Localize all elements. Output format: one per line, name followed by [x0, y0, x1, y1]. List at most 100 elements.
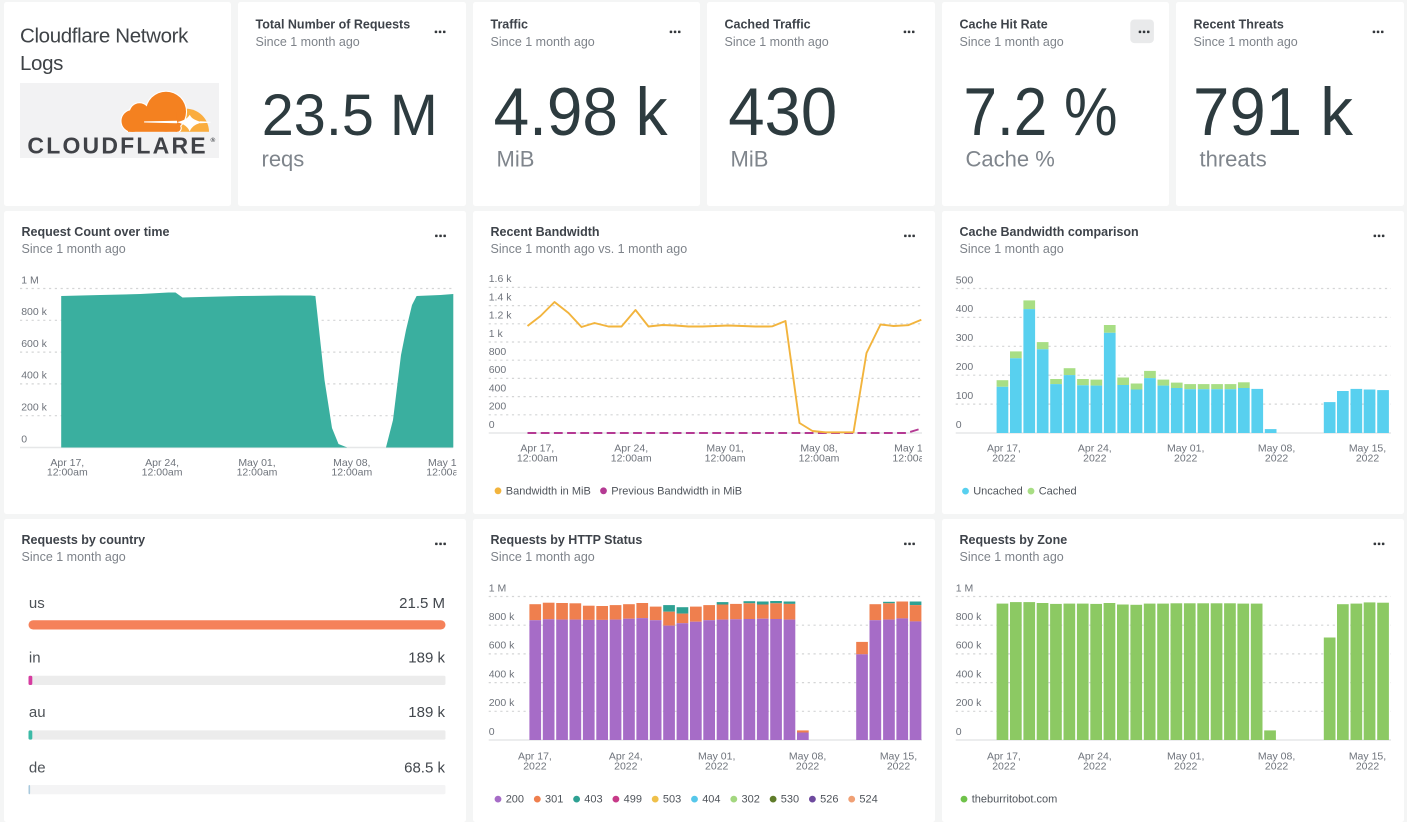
- svg-text:400 k: 400 k: [955, 668, 981, 680]
- svg-text:de: de: [28, 760, 45, 777]
- svg-text:Cached Traffic: Cached Traffic: [725, 18, 811, 32]
- svg-text:23.5 M: 23.5 M: [262, 83, 438, 148]
- svg-text:1.2 k: 1.2 k: [488, 310, 512, 322]
- svg-text:1 M: 1 M: [21, 274, 39, 286]
- svg-text:Recent Threats: Recent Threats: [1194, 18, 1284, 32]
- svg-text:499: 499: [623, 794, 641, 806]
- svg-text:May 08,: May 08,: [800, 442, 837, 454]
- svg-text:Cache Hit Rate: Cache Hit Rate: [959, 18, 1047, 32]
- svg-text:600: 600: [488, 364, 506, 376]
- svg-text:Recent Bandwidth: Recent Bandwidth: [490, 225, 599, 239]
- svg-text:2022: 2022: [614, 760, 638, 772]
- svg-text:800 k: 800 k: [21, 306, 47, 318]
- svg-text:200: 200: [505, 794, 523, 806]
- svg-text:2022: 2022: [992, 452, 1016, 464]
- svg-text:®: ®: [210, 136, 215, 144]
- svg-text:0: 0: [488, 726, 494, 738]
- svg-text:Since 1 month ago: Since 1 month ago: [21, 242, 125, 256]
- svg-text:12:00am: 12:00am: [46, 467, 87, 479]
- svg-text:189 k: 189 k: [408, 650, 445, 667]
- svg-text:Cache Bandwidth comparison: Cache Bandwidth comparison: [959, 225, 1138, 239]
- svg-text:2022: 2022: [1174, 760, 1198, 772]
- svg-text:800: 800: [488, 346, 506, 358]
- svg-text:Since 1 month ago: Since 1 month ago: [725, 35, 829, 49]
- svg-text:Since 1 month ago: Since 1 month ago: [490, 35, 594, 49]
- svg-text:400 k: 400 k: [21, 370, 47, 382]
- svg-text:400: 400: [488, 382, 506, 394]
- svg-text:in: in: [28, 650, 40, 667]
- svg-text:Since 1 month ago: Since 1 month ago: [1194, 35, 1298, 49]
- svg-text:May 08,: May 08,: [333, 457, 370, 469]
- svg-text:Since 1 month ago vs. 1 month: Since 1 month ago vs. 1 month ago: [490, 242, 687, 256]
- svg-text:2022: 2022: [1083, 452, 1107, 464]
- svg-text:301: 301: [545, 794, 563, 806]
- svg-text:Apr 24,: Apr 24,: [608, 750, 642, 762]
- svg-text:Apr 24,: Apr 24,: [145, 457, 179, 469]
- svg-text:Bandwidth in MiB: Bandwidth in MiB: [505, 485, 590, 497]
- svg-text:400: 400: [955, 303, 973, 315]
- svg-text:Since 1 month ago: Since 1 month ago: [959, 35, 1063, 49]
- svg-text:May 01,: May 01,: [698, 750, 735, 762]
- svg-text:0: 0: [955, 419, 961, 431]
- svg-text:Apr 17,: Apr 17,: [986, 442, 1020, 454]
- svg-text:12:00am: 12:00am: [141, 467, 182, 479]
- svg-text:Cached: Cached: [1038, 486, 1076, 498]
- svg-text:12:00am: 12:00am: [704, 452, 745, 464]
- svg-text:1.4 k: 1.4 k: [488, 291, 512, 303]
- svg-text:21.5 M: 21.5 M: [399, 595, 445, 612]
- svg-text:2022: 2022: [992, 760, 1016, 772]
- svg-text:Since 1 month ago: Since 1 month ago: [21, 550, 125, 564]
- svg-text:600 k: 600 k: [955, 640, 981, 652]
- svg-text:May 15,: May 15,: [879, 750, 916, 762]
- svg-text:200 k: 200 k: [488, 697, 514, 709]
- svg-text:500: 500: [955, 274, 973, 286]
- svg-text:0: 0: [21, 433, 27, 445]
- svg-text:Apr 24,: Apr 24,: [614, 442, 648, 454]
- svg-text:430: 430: [728, 74, 837, 150]
- svg-text:CLOUDFLARE: CLOUDFLARE: [27, 133, 207, 159]
- svg-text:2022: 2022: [705, 760, 729, 772]
- svg-text:May 01,: May 01,: [1167, 750, 1204, 762]
- svg-text:2022: 2022: [886, 760, 910, 772]
- svg-text:2022: 2022: [1264, 760, 1288, 772]
- svg-text:400 k: 400 k: [488, 668, 514, 680]
- svg-text:Apr 17,: Apr 17,: [986, 750, 1020, 762]
- svg-text:1 M: 1 M: [955, 582, 973, 594]
- svg-text:800 k: 800 k: [955, 611, 981, 623]
- svg-text:302: 302: [741, 794, 759, 806]
- svg-text:Since 1 month ago: Since 1 month ago: [959, 242, 1063, 256]
- svg-text:2022: 2022: [523, 760, 547, 772]
- svg-text:Traffic: Traffic: [490, 18, 528, 32]
- svg-text:7.2 %: 7.2 %: [963, 74, 1117, 150]
- svg-text:526: 526: [820, 794, 838, 806]
- svg-text:Previous Bandwidth in MiB: Previous Bandwidth in MiB: [611, 485, 742, 497]
- svg-text:Apr 17,: Apr 17,: [50, 457, 84, 469]
- svg-text:May 08,: May 08,: [1257, 442, 1294, 454]
- svg-text:12:00am: 12:00am: [331, 467, 372, 479]
- svg-text:1 M: 1 M: [488, 582, 506, 594]
- svg-text:600 k: 600 k: [21, 338, 47, 350]
- svg-text:12:00am: 12:00am: [610, 452, 651, 464]
- svg-text:1 k: 1 k: [488, 328, 503, 340]
- svg-text:Apr 24,: Apr 24,: [1077, 750, 1111, 762]
- svg-text:May 01,: May 01,: [1167, 442, 1204, 454]
- svg-text:12:00am: 12:00am: [426, 467, 466, 479]
- svg-text:Request Count over time: Request Count over time: [21, 225, 169, 239]
- svg-text:300: 300: [955, 332, 973, 344]
- svg-text:524: 524: [859, 794, 877, 806]
- svg-text:189 k: 189 k: [408, 704, 445, 721]
- svg-text:May 01,: May 01,: [706, 442, 743, 454]
- svg-text:503: 503: [662, 794, 680, 806]
- svg-text:us: us: [28, 595, 44, 612]
- svg-text:791 k: 791 k: [1193, 74, 1354, 150]
- svg-text:600 k: 600 k: [488, 640, 514, 652]
- svg-text:200 k: 200 k: [21, 402, 47, 414]
- svg-text:Requests by country: Requests by country: [21, 533, 145, 547]
- svg-text:threats: threats: [1200, 147, 1267, 172]
- svg-text:Cache %: Cache %: [965, 147, 1054, 172]
- svg-text:1.6 k: 1.6 k: [488, 273, 512, 285]
- svg-text:MiB: MiB: [496, 147, 534, 172]
- svg-text:2022: 2022: [795, 760, 819, 772]
- svg-text:200 k: 200 k: [955, 697, 981, 709]
- svg-text:May 15,: May 15,: [1348, 750, 1385, 762]
